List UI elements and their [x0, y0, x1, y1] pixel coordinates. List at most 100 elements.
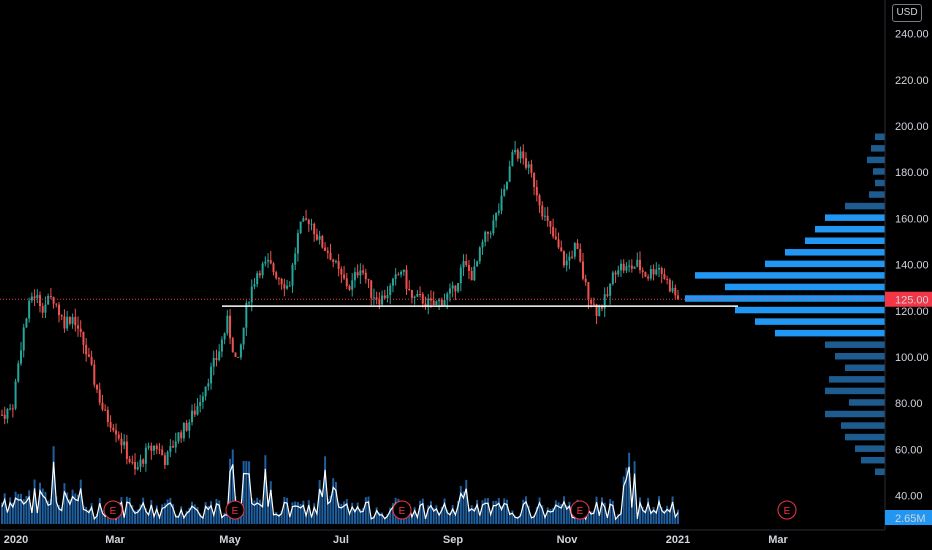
candle-body — [188, 422, 191, 431]
volume-bars — [1, 446, 679, 524]
candle-body — [647, 276, 650, 279]
volume-bar — [329, 495, 332, 524]
volume-bar — [134, 510, 137, 524]
volume-bar — [163, 503, 166, 524]
candle-body — [524, 158, 527, 168]
candle-body — [321, 236, 324, 248]
candle-body — [541, 205, 544, 217]
candle-body — [674, 287, 677, 296]
candle-body — [668, 279, 671, 292]
volume-bar — [427, 505, 430, 524]
volume-bar — [560, 503, 563, 524]
volume-bar — [514, 515, 517, 524]
candle-body — [562, 251, 565, 266]
volume-bar — [541, 505, 544, 524]
volume-bar — [226, 512, 229, 524]
candle-body — [182, 422, 185, 439]
candle-body — [473, 266, 476, 281]
time-tick-label: 2021 — [666, 534, 690, 546]
volume-bar — [245, 461, 248, 524]
volume-bar — [519, 513, 522, 524]
volume-bar — [628, 452, 631, 524]
volume-bar — [351, 502, 354, 524]
volume-profile-bar — [871, 145, 885, 152]
candle-body — [234, 352, 237, 357]
earnings-marker[interactable] — [103, 500, 123, 520]
time-tick-label: Sep — [443, 534, 463, 546]
candle-body — [125, 441, 128, 459]
volume-bar — [204, 502, 207, 524]
candle-body — [28, 300, 31, 319]
volume-bar — [372, 515, 375, 524]
volume-bar — [139, 504, 142, 524]
candle-body — [402, 269, 405, 272]
currency-button[interactable]: USD — [892, 4, 922, 22]
volume-bar — [671, 496, 674, 524]
candle-body — [60, 315, 63, 317]
candle-body — [147, 445, 150, 448]
candle-body — [158, 449, 161, 451]
volume-bar — [272, 512, 275, 524]
candle-body — [193, 410, 196, 415]
volume-bar — [280, 510, 283, 524]
volume-bar — [647, 498, 650, 524]
volume-profile-bar — [825, 410, 885, 418]
candle-body — [636, 259, 639, 267]
volume-bar — [644, 509, 647, 524]
volume-bar — [633, 461, 636, 524]
candle-body — [68, 316, 71, 324]
candle-body — [649, 268, 652, 279]
candle-body — [644, 272, 647, 277]
candle-body — [340, 268, 343, 275]
volume-bar — [77, 494, 80, 524]
candle-body — [11, 408, 14, 410]
volume-bar — [497, 498, 500, 524]
volume-bar — [389, 507, 392, 524]
volume-bar — [22, 499, 25, 524]
price-axis[interactable]: 240.00 220.00 200.00 180.00 160.00 140.00 120.… — [884, 0, 932, 530]
volume-bar — [348, 511, 351, 524]
candle-body — [359, 270, 362, 276]
volume-bar — [71, 489, 74, 524]
earnings-marker[interactable] — [225, 500, 245, 520]
volume-bar — [378, 512, 381, 524]
volume-profile-bar — [785, 249, 885, 256]
candle-body — [55, 303, 58, 305]
volume-bar — [96, 513, 99, 524]
candle-body — [416, 293, 419, 297]
volume-bar — [500, 506, 503, 524]
earnings-marker[interactable] — [392, 500, 412, 520]
volume-bar — [524, 496, 527, 524]
volume-bar — [242, 460, 245, 524]
candle-body — [500, 195, 503, 211]
candle-body — [134, 462, 137, 470]
volume-bar — [294, 501, 297, 524]
volume-bar — [484, 498, 487, 524]
volume-bar — [79, 479, 82, 524]
candle-body — [481, 241, 484, 248]
volume-bar — [20, 493, 23, 524]
candle-body — [250, 286, 253, 303]
volume-bar — [617, 513, 620, 524]
volume-bar — [6, 509, 9, 524]
volume-bar — [258, 499, 261, 524]
candle-body — [310, 223, 313, 225]
candle-body — [505, 181, 508, 190]
time-axis[interactable]: 2020 Mar May Jul Sep Nov 2021 Mar — [0, 529, 885, 546]
candle-body — [478, 247, 481, 262]
earnings-marker[interactable] — [777, 500, 797, 520]
candle-body — [638, 259, 641, 271]
candle-body — [315, 234, 318, 240]
candle-body — [421, 294, 424, 304]
volume-profile-bar — [829, 376, 885, 383]
candle-body — [41, 306, 44, 313]
volume-bar — [60, 507, 63, 524]
earnings-marker[interactable] — [570, 500, 590, 520]
volume-bar — [364, 497, 367, 524]
volume-bar — [85, 506, 88, 524]
candle-body — [391, 278, 394, 286]
candlestick-series[interactable] — [1, 140, 679, 475]
candle-body — [576, 243, 579, 249]
